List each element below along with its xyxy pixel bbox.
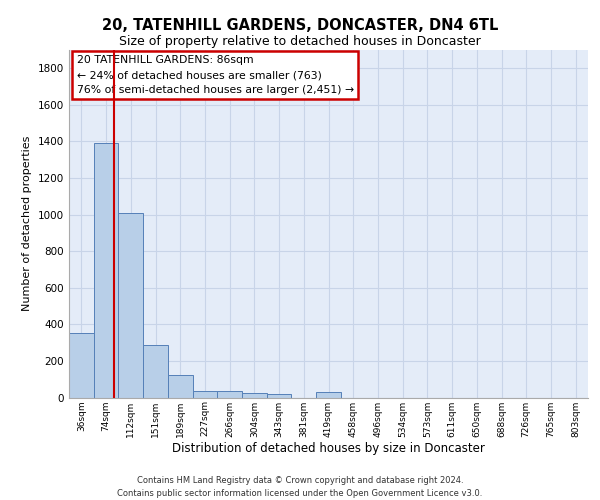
Bar <box>242 393 267 398</box>
X-axis label: Distribution of detached houses by size in Doncaster: Distribution of detached houses by size … <box>172 442 485 455</box>
Bar <box>94 144 118 398</box>
Text: Contains HM Land Registry data © Crown copyright and database right 2024.
Contai: Contains HM Land Registry data © Crown c… <box>118 476 482 498</box>
Bar <box>69 332 94 398</box>
Text: Size of property relative to detached houses in Doncaster: Size of property relative to detached ho… <box>119 35 481 48</box>
Bar <box>316 392 341 398</box>
Y-axis label: Number of detached properties: Number of detached properties <box>22 136 32 312</box>
Bar <box>118 213 143 398</box>
Bar <box>143 346 168 398</box>
Bar <box>267 394 292 398</box>
Bar <box>168 374 193 398</box>
Bar <box>217 391 242 398</box>
Text: 20, TATENHILL GARDENS, DONCASTER, DN4 6TL: 20, TATENHILL GARDENS, DONCASTER, DN4 6T… <box>102 18 498 32</box>
Text: 20 TATENHILL GARDENS: 86sqm
← 24% of detached houses are smaller (763)
76% of se: 20 TATENHILL GARDENS: 86sqm ← 24% of det… <box>77 55 354 95</box>
Bar <box>193 390 217 398</box>
